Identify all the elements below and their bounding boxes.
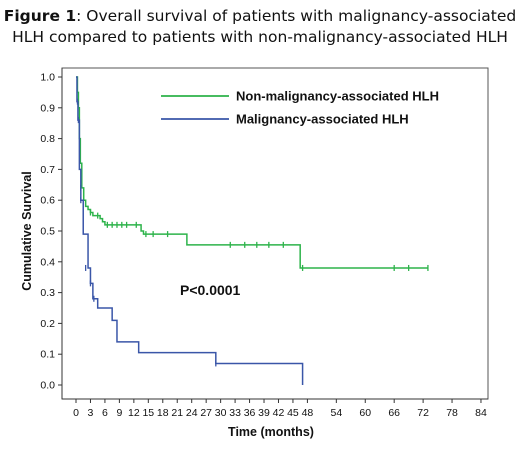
x-tick-label: 27 — [200, 407, 212, 419]
x-tick-label: 12 — [128, 407, 140, 419]
y-tick-label: 0.4 — [40, 256, 55, 268]
x-axis-title: Time (months) — [228, 425, 314, 439]
series-layer — [76, 76, 429, 385]
p-value-annotation: P<0.0001 — [180, 282, 241, 298]
x-tick-label: 6 — [102, 407, 108, 419]
x-tick-label: 3 — [88, 407, 94, 419]
y-tick-label: 0.7 — [40, 164, 55, 176]
malignancy-legend-label: Malignancy-associated HLH — [236, 112, 409, 127]
y-tick-label: 0.3 — [40, 287, 55, 299]
x-tick-label: 9 — [116, 407, 122, 419]
x-tick-label: 78 — [446, 407, 458, 419]
legend: Non-malignancy-associated HLH Malignancy-… — [161, 89, 439, 127]
x-tick-label: 24 — [186, 407, 198, 419]
y-tick-label: 0.0 — [40, 380, 55, 392]
y-tick-label: 0.6 — [40, 195, 55, 207]
non-malignancy-survival-curve — [76, 76, 428, 269]
x-tick-label: 36 — [244, 407, 256, 419]
y-tick-label: 0.2 — [40, 318, 55, 330]
x-tick-label: 39 — [258, 407, 270, 419]
y-tick-label: 0.9 — [40, 102, 55, 114]
x-tick-label: 0 — [73, 407, 79, 419]
y-tick-label: 0.8 — [40, 133, 55, 145]
figure-caption: Figure 1: Overall survival of patients w… — [0, 6, 520, 48]
x-tick-label: 42 — [273, 407, 285, 419]
x-tick-label: 21 — [171, 407, 183, 419]
x-tick-label: 18 — [157, 407, 169, 419]
x-tick-label: 60 — [359, 407, 371, 419]
figure-label: Figure 1 — [3, 7, 77, 25]
y-axis-title: Cumulative Survival — [20, 171, 34, 291]
y-tick-label: 1.0 — [40, 72, 55, 84]
y-axis: 0.0 0.1 0.2 0.3 0.4 0.5 0.6 0.7 0.8 0.9 1.0 — [40, 68, 63, 399]
x-tick-label: 30 — [215, 407, 227, 419]
x-tick-label: 72 — [417, 407, 429, 419]
figure-caption-text: : Overall survival of patients with mali… — [12, 7, 517, 46]
x-tick-label: 33 — [229, 407, 241, 419]
x-tick-label: 84 — [475, 407, 487, 419]
x-tick-label: 45 — [287, 407, 299, 419]
x-axis: 0 3 6 9 12 15 18 21 24 27 30 33 36 39 42 45 48 54 60 66 72 78… — [62, 398, 488, 419]
x-tick-label: 54 — [330, 407, 342, 419]
y-tick-label: 0.5 — [40, 226, 55, 238]
x-tick-label: 48 — [302, 407, 314, 419]
x-tick-label: 66 — [388, 407, 400, 419]
y-tick-label: 0.1 — [40, 349, 55, 361]
non-malignancy-legend-label: Non-malignancy-associated HLH — [236, 89, 439, 104]
x-tick-label: 15 — [142, 407, 154, 419]
